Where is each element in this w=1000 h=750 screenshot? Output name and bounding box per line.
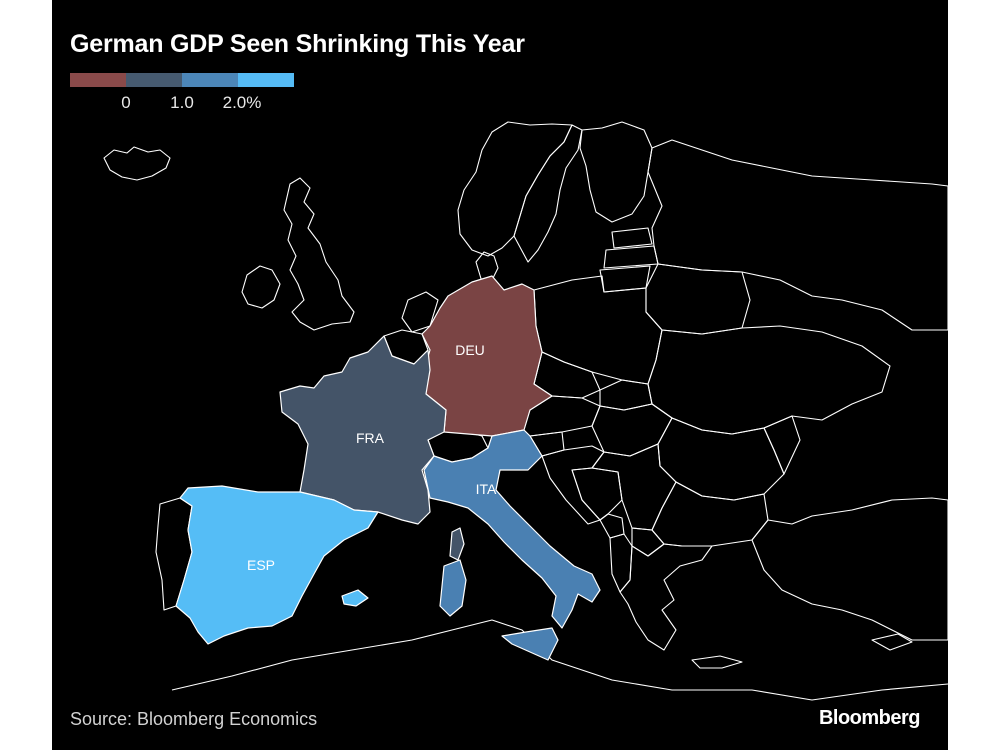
legend-tick-0: 0 xyxy=(121,93,131,112)
country-fra[interactable] xyxy=(279,335,447,525)
country-esp[interactable] xyxy=(175,485,379,645)
legend-swatch-4 xyxy=(238,73,294,87)
label-fra: FRA xyxy=(356,430,385,446)
ukraine-outline xyxy=(647,325,891,435)
great-britain-outline xyxy=(283,177,355,331)
legend-tick-1: 1.0 xyxy=(170,93,194,112)
label-deu: DEU xyxy=(455,342,485,358)
label-ita: ITA xyxy=(476,481,497,497)
norway-outline xyxy=(457,121,573,257)
chart-title: German GDP Seen Shrinking This Year xyxy=(70,30,525,58)
albania-outline xyxy=(609,533,633,593)
estonia-outline xyxy=(611,227,653,249)
hungary-outline xyxy=(591,403,673,457)
latvia-outline xyxy=(603,245,659,269)
north-africa-coast xyxy=(171,619,948,701)
country-fra-corsica[interactable] xyxy=(449,527,465,561)
north-macedonia-outline xyxy=(631,527,665,557)
crete-outline xyxy=(691,655,743,669)
croatia-outline xyxy=(541,445,605,525)
europe-map: DEU FRA ITA ESP xyxy=(103,121,948,701)
moldova-outline xyxy=(763,415,801,475)
bloomberg-logo: Bloomberg xyxy=(818,707,921,729)
country-labels: DEU FRA ITA ESP xyxy=(247,342,497,573)
country-ita-sicily[interactable] xyxy=(501,627,559,661)
montenegro-outline xyxy=(599,513,625,539)
finland-outline xyxy=(579,121,653,223)
sweden-outline xyxy=(513,124,583,263)
label-esp: ESP xyxy=(247,557,275,573)
cyprus-outline xyxy=(871,633,913,651)
legend: 0 1.0 2.0% xyxy=(70,73,300,117)
country-esp-balearics[interactable] xyxy=(341,589,369,607)
legend-swatch-3 xyxy=(182,73,238,87)
bosnia-outline xyxy=(571,467,623,521)
turkey-outline xyxy=(751,497,948,641)
country-ita[interactable] xyxy=(423,429,601,629)
iceland-outline xyxy=(103,146,171,181)
belarus-outline xyxy=(645,263,751,335)
background-countries xyxy=(103,121,948,701)
country-ita-sardinia[interactable] xyxy=(439,559,467,617)
ireland-outline xyxy=(241,265,281,309)
bulgaria-outline xyxy=(651,481,769,547)
greece-outline xyxy=(619,543,713,651)
legend-swatch-1 xyxy=(70,73,126,87)
highlighted-countries xyxy=(175,275,601,661)
russia-outline xyxy=(647,139,948,331)
chart-panel: German GDP Seen Shrinking This Year 0 1.… xyxy=(52,0,948,750)
source-note: Source: Bloomberg Economics xyxy=(70,709,318,729)
poland-outline xyxy=(533,275,663,385)
legend-swatch-2 xyxy=(126,73,182,87)
legend-tick-2: 2.0% xyxy=(222,93,262,112)
